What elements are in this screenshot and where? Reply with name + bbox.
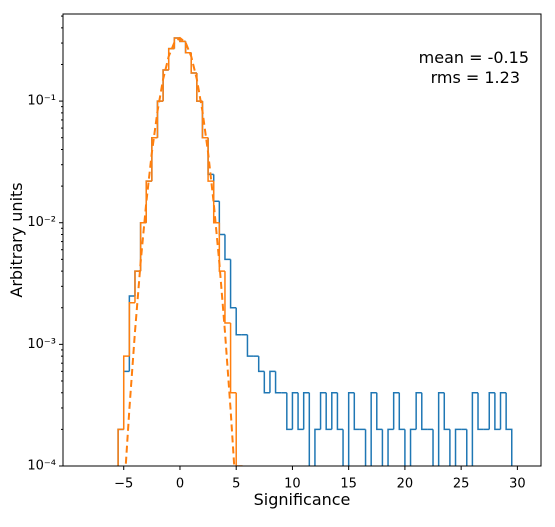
x-tick-label: 20 bbox=[397, 477, 414, 492]
annotation: rms = 1.23 bbox=[431, 68, 520, 87]
histogram-step bbox=[224, 234, 231, 261]
histogram-step bbox=[263, 371, 270, 394]
histogram-step bbox=[167, 47, 175, 71]
plot-area bbox=[117, 36, 513, 466]
histogram-step bbox=[151, 136, 158, 182]
histogram-step bbox=[381, 429, 384, 466]
histogram-step bbox=[224, 271, 231, 324]
histogram-step bbox=[342, 429, 344, 466]
histogram-step bbox=[274, 371, 282, 394]
axes-frame bbox=[62, 13, 542, 467]
histogram-step bbox=[471, 392, 479, 466]
histogram-step bbox=[246, 334, 254, 357]
histogram-step bbox=[409, 428, 417, 466]
histogram-step bbox=[353, 392, 360, 431]
histogram-step bbox=[364, 429, 367, 466]
histogram-step bbox=[319, 392, 327, 430]
histogram-step bbox=[325, 392, 332, 431]
y-tick-label: 10⁻⁴ bbox=[27, 459, 56, 474]
y-tick-label: 10⁻² bbox=[27, 215, 56, 230]
histogram-step bbox=[347, 392, 355, 466]
histogram-step bbox=[437, 392, 445, 466]
histogram-step bbox=[432, 429, 434, 466]
histogram-step bbox=[302, 392, 310, 430]
histogram-step bbox=[466, 429, 468, 466]
histogram-step bbox=[162, 69, 169, 102]
histogram-step bbox=[269, 370, 276, 393]
histogram-step bbox=[331, 392, 338, 430]
y-tick-label: 10⁻¹ bbox=[27, 94, 56, 109]
histogram-step bbox=[415, 392, 422, 430]
histogram-step bbox=[392, 392, 400, 430]
histogram-step bbox=[291, 392, 299, 430]
histogram-step bbox=[477, 392, 484, 431]
x-axis-label: Significance bbox=[254, 490, 351, 509]
x-tick-label: −5 bbox=[114, 477, 133, 492]
histogram-step bbox=[499, 392, 507, 430]
annotation: mean = -0.15 bbox=[419, 48, 529, 67]
histogram-step bbox=[387, 428, 394, 466]
histogram-step bbox=[449, 429, 451, 466]
histogram-step bbox=[229, 322, 237, 394]
histogram-step bbox=[404, 429, 406, 466]
x-tick-label: 5 bbox=[232, 477, 240, 492]
histogram-step bbox=[134, 270, 141, 303]
histogram-step bbox=[454, 428, 462, 466]
histogram-step bbox=[488, 392, 495, 430]
histogram-step bbox=[128, 301, 135, 357]
histogram-step bbox=[308, 392, 311, 466]
fit-curve bbox=[124, 36, 236, 466]
x-tick-label: 0 bbox=[176, 477, 184, 492]
histogram-step bbox=[167, 47, 175, 71]
histogram-step bbox=[376, 392, 383, 431]
histogram-step bbox=[156, 100, 164, 138]
histogram-step bbox=[212, 174, 220, 203]
x-tick-label: 10 bbox=[284, 477, 301, 492]
histogram-step bbox=[117, 428, 124, 466]
histogram-step bbox=[117, 428, 124, 466]
x-tick-label: 30 bbox=[509, 477, 526, 492]
histogram-step bbox=[336, 392, 344, 431]
histogram-step bbox=[218, 201, 225, 236]
histogram-step bbox=[505, 392, 513, 466]
histogram-step bbox=[122, 355, 130, 430]
x-tick-label: 15 bbox=[340, 477, 357, 492]
histogram-step bbox=[314, 428, 321, 466]
histogram-step bbox=[370, 392, 377, 466]
histogram-step bbox=[297, 392, 304, 431]
histogram-step bbox=[286, 392, 293, 431]
histogram-step bbox=[122, 370, 130, 430]
histogram-step bbox=[421, 392, 428, 431]
histogram-step bbox=[494, 392, 501, 431]
histogram-step bbox=[229, 259, 237, 309]
y-axis-label: Arbitrary units bbox=[7, 182, 26, 297]
x-tick-label: 25 bbox=[453, 477, 470, 492]
histogram-step bbox=[398, 392, 405, 431]
histogram-step bbox=[235, 392, 243, 466]
histogram-step bbox=[443, 392, 450, 431]
histogram-step bbox=[235, 307, 242, 336]
y-tick-label: 10⁻³ bbox=[27, 337, 56, 352]
histogram-step bbox=[257, 356, 265, 373]
